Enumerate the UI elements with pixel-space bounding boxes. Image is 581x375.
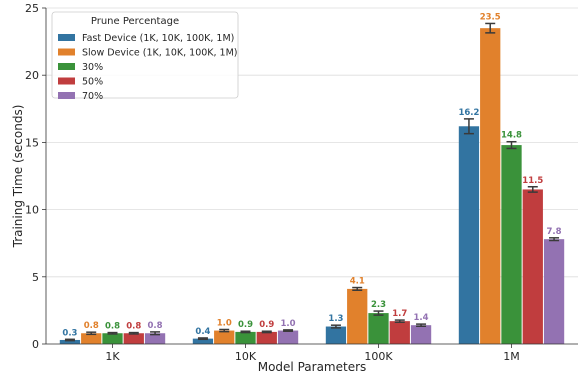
data-label: 1.0: [281, 319, 296, 329]
legend-item: Slow Device (1K, 10K, 100K, 1M): [58, 48, 238, 59]
legend-item: Fast Device (1K, 10K, 100K, 1M): [58, 33, 234, 44]
bar: [256, 331, 277, 344]
bar: [410, 325, 432, 344]
bar: [522, 189, 543, 344]
legend-swatch: [58, 48, 75, 56]
data-label: 0.9: [259, 320, 274, 330]
legend-box: [51, 11, 239, 99]
data-label: 14.8: [501, 131, 522, 141]
legend-items: Fast Device (1K, 10K, 100K, 1M) Slow Devi…: [58, 33, 238, 102]
data-label: 2.3: [371, 300, 386, 310]
bar: [214, 330, 235, 344]
bar: [543, 239, 565, 344]
axes-layer: [45, 8, 578, 345]
bar: [277, 330, 299, 344]
data-label: 4.1: [350, 277, 365, 287]
legend-label: 30%: [82, 62, 103, 73]
data-label: 0.8: [105, 322, 120, 332]
bar: [59, 339, 81, 344]
x-tick-label: 100K: [364, 350, 393, 363]
x-tick-label: 1K: [105, 350, 120, 363]
y-tick-label: 15: [25, 136, 39, 149]
error-bars-layer: [64, 22, 560, 342]
legend-label: Fast Device (1K, 10K, 100K, 1M): [82, 33, 234, 44]
legend-swatch: [58, 92, 75, 99]
data-label: 1.3: [328, 314, 343, 324]
y-tick-label: 5: [32, 271, 39, 284]
data-label: 7.8: [547, 227, 562, 237]
y-tick-label: 20: [25, 69, 39, 82]
data-label: 11.5: [522, 176, 543, 186]
legend-swatch: [58, 34, 75, 41]
legend-item: 50%: [58, 77, 103, 88]
bar: [480, 28, 501, 344]
data-label: 0.8: [148, 321, 163, 331]
data-label: 1.0: [217, 318, 232, 328]
bar: [192, 338, 214, 344]
legend: Prune Percentage Fast Device (1K, 10K, 1…: [51, 11, 239, 102]
data-label: 0.8: [126, 322, 141, 332]
legend-label: 70%: [82, 91, 103, 102]
y-tick-label: 10: [25, 204, 39, 217]
data-labels-layer: 0.3 0.8 0.8 0.8 0.8 0.4 1.0 0.9 0.9 1.0 1.3 4.1 2.3 1…: [62, 12, 561, 338]
x-tick-label: 10K: [235, 350, 257, 363]
x-tick-label: 1M: [503, 350, 520, 363]
legend-label: Slow Device (1K, 10K, 100K, 1M): [82, 48, 238, 59]
legend-item: 30%: [58, 62, 103, 73]
legend-swatch: [58, 77, 75, 85]
legend-label: 50%: [82, 77, 103, 88]
bar: [81, 333, 102, 344]
bar: [347, 288, 368, 344]
legend-title: Prune Percentage: [91, 16, 179, 27]
data-label: 1.4: [414, 313, 429, 323]
data-label: 1.7: [392, 309, 407, 319]
legend-swatch: [58, 63, 75, 70]
bar: [144, 333, 166, 344]
bar: [368, 313, 389, 344]
bar: [123, 333, 144, 344]
bar: [325, 326, 347, 344]
bar: [235, 331, 256, 344]
data-label: 23.5: [480, 12, 501, 22]
bar: [458, 126, 480, 344]
legend-item: 70%: [58, 91, 103, 102]
y-tick-label: 0: [32, 338, 39, 351]
bars-layer: [59, 28, 565, 344]
x-axis-label: Model Parameters: [258, 360, 367, 374]
bar: [389, 321, 410, 344]
data-label: 0.8: [84, 321, 99, 331]
data-label: 0.3: [62, 328, 77, 338]
y-axis-label: Training Time (seconds): [11, 105, 25, 249]
data-label: 0.4: [195, 327, 210, 337]
x-tick-labels: 1K 10K 100K 1M: [105, 344, 520, 363]
data-label: 0.9: [238, 320, 253, 330]
bar: [102, 333, 123, 344]
data-label: 16.2: [458, 108, 479, 118]
bar: [501, 145, 522, 344]
y-tick-label: 25: [25, 2, 39, 15]
y-tick-labels: 0 5 10 15 20 25: [25, 2, 46, 351]
